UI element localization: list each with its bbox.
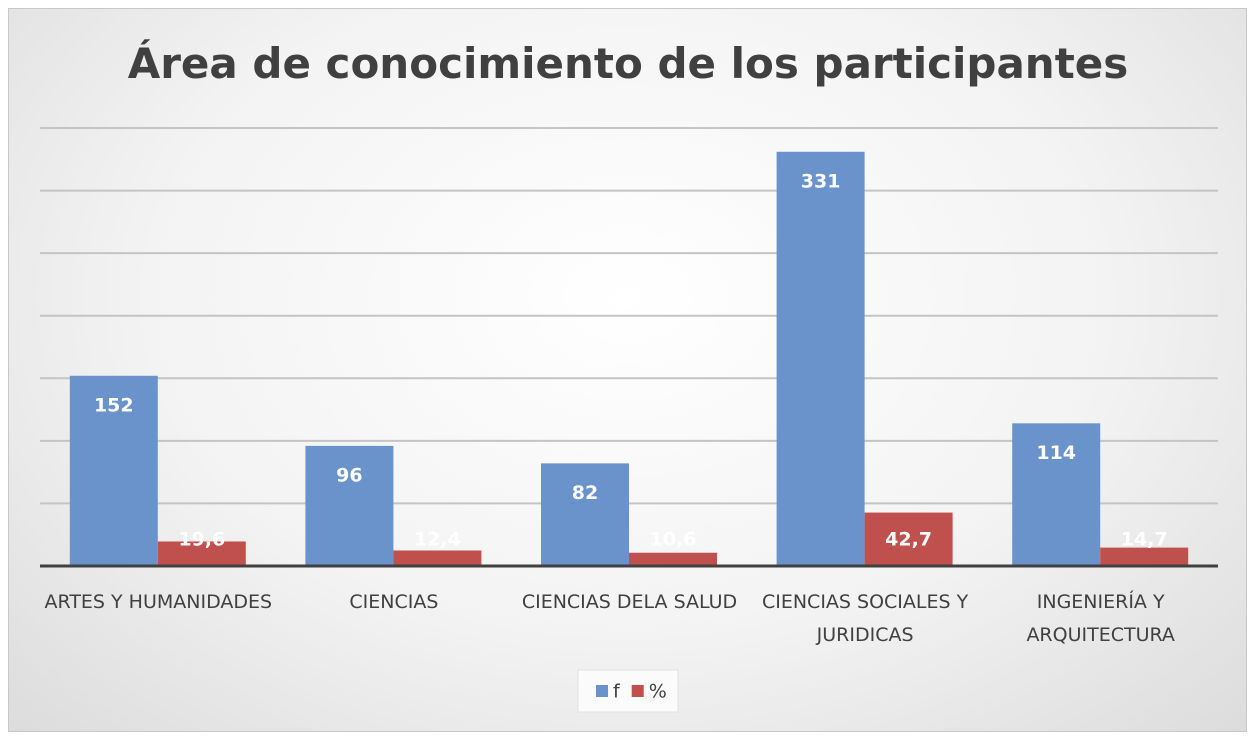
bar bbox=[541, 463, 629, 566]
bar bbox=[305, 445, 394, 566]
bar bbox=[1100, 547, 1189, 566]
x-tick-label: CIENCIAS SOCIALES Y JURIDICAS bbox=[761, 591, 969, 646]
value-label: 14,7 bbox=[1121, 529, 1168, 551]
bar bbox=[1012, 423, 1101, 566]
legend-label: % bbox=[649, 681, 667, 703]
value-label: 10,6 bbox=[650, 529, 697, 551]
value-label: 114 bbox=[1036, 442, 1076, 464]
value-label: 12,4 bbox=[414, 529, 461, 551]
legend-box bbox=[577, 669, 679, 713]
bar bbox=[776, 151, 865, 566]
value-label: 19,6 bbox=[178, 529, 225, 551]
value-label: 42,7 bbox=[885, 529, 932, 551]
bar bbox=[629, 552, 717, 566]
value-label: 96 bbox=[336, 464, 362, 486]
value-label: 331 bbox=[801, 170, 841, 192]
value-label: 152 bbox=[94, 394, 134, 416]
bar bbox=[864, 512, 953, 566]
x-tick-label: CIENCIAS DELA SALUD bbox=[521, 591, 738, 613]
bar bbox=[393, 550, 482, 566]
chart-title: Área de conocimiento de los participante… bbox=[128, 38, 1129, 88]
legend-swatch bbox=[596, 685, 608, 697]
legend-label: f bbox=[613, 681, 621, 703]
legend-swatch bbox=[631, 685, 644, 697]
value-label: 82 bbox=[572, 482, 598, 504]
bar bbox=[157, 541, 246, 566]
x-tick-label: INGENIERÍA Y ARQUITECTURA bbox=[1026, 591, 1175, 646]
bar bbox=[69, 375, 158, 566]
x-tick-label: ARTES Y HUMANIDADES bbox=[44, 591, 273, 613]
x-tick-label: CIENCIAS bbox=[349, 591, 439, 613]
